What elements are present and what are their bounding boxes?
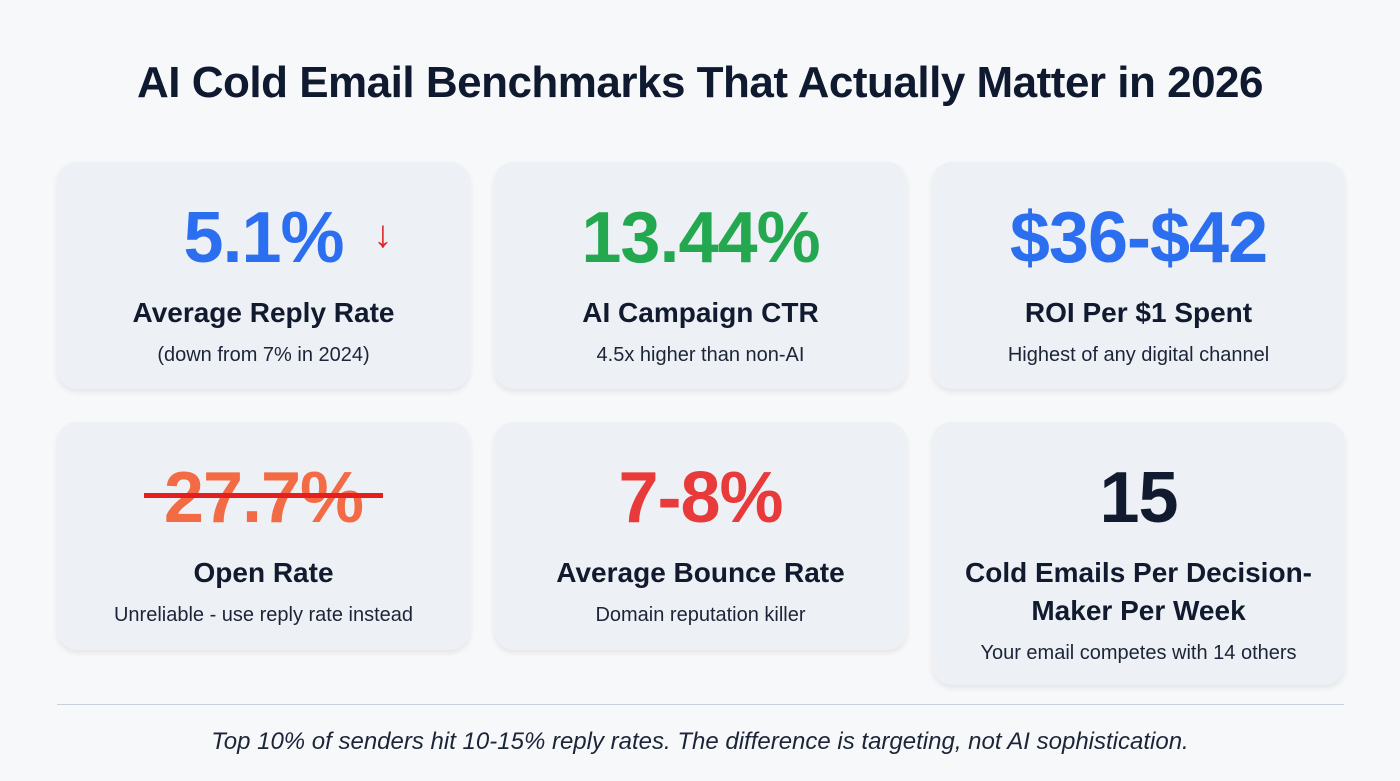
stat-value: 27.7% [143, 462, 384, 534]
stat-subtext: Your email competes with 14 others [980, 642, 1297, 664]
stat-label: Cold Emails Per Decision-Maker Per Week [965, 557, 1312, 626]
stat-card-reply-rate: 5.1% ↓ Average Reply Rate (down from 7% i… [57, 162, 470, 389]
stat-value-text: 27.7% [163, 458, 364, 538]
page-title: AI Cold Email Benchmarks That Actually M… [137, 58, 1264, 107]
stat-label: Average Bounce Rate [556, 557, 845, 588]
stat-card-ctr: 13.44% AI Campaign CTR 4.5x higher than … [494, 162, 907, 389]
divider [57, 704, 1344, 705]
stat-card-open-rate: 27.7% Open Rate Unreliable - use reply r… [57, 422, 470, 650]
stat-value: $36-$42 [1009, 198, 1268, 278]
stat-label: AI Campaign CTR [582, 297, 819, 328]
strikethrough-line [143, 493, 384, 498]
stat-subtext: 4.5x higher than non-AI [596, 344, 805, 366]
stat-subtext: Unreliable - use reply rate instead [113, 604, 414, 626]
stat-subtext: Domain reputation killer [595, 604, 806, 626]
stat-value: 15 [1099, 458, 1178, 538]
stat-subtext: Highest of any digital channel [1007, 344, 1270, 366]
stat-card-bounce-rate: 7-8% Average Bounce Rate Domain reputati… [494, 422, 907, 650]
arrow-down-icon: ↓ [373, 214, 393, 256]
stat-card-emails-per-week: 15 Cold Emails Per Decision-Maker Per We… [932, 422, 1345, 685]
stat-card-roi: $36-$42 ROI Per $1 Spent Highest of any … [932, 162, 1345, 389]
footer-note: Top 10% of senders hit 10-15% reply rate… [211, 728, 1189, 755]
stat-subtext: (down from 7% in 2024) [157, 344, 370, 366]
stat-label: ROI Per $1 Spent [1024, 297, 1253, 328]
stat-value-text: 5.1% [183, 198, 344, 278]
stat-value: 7-8% [618, 458, 783, 538]
stat-value: 5.1% ↓ [183, 202, 392, 274]
stat-label: Average Reply Rate [132, 297, 395, 328]
stat-value: 13.44% [581, 198, 820, 278]
stat-label: Open Rate [193, 557, 334, 588]
